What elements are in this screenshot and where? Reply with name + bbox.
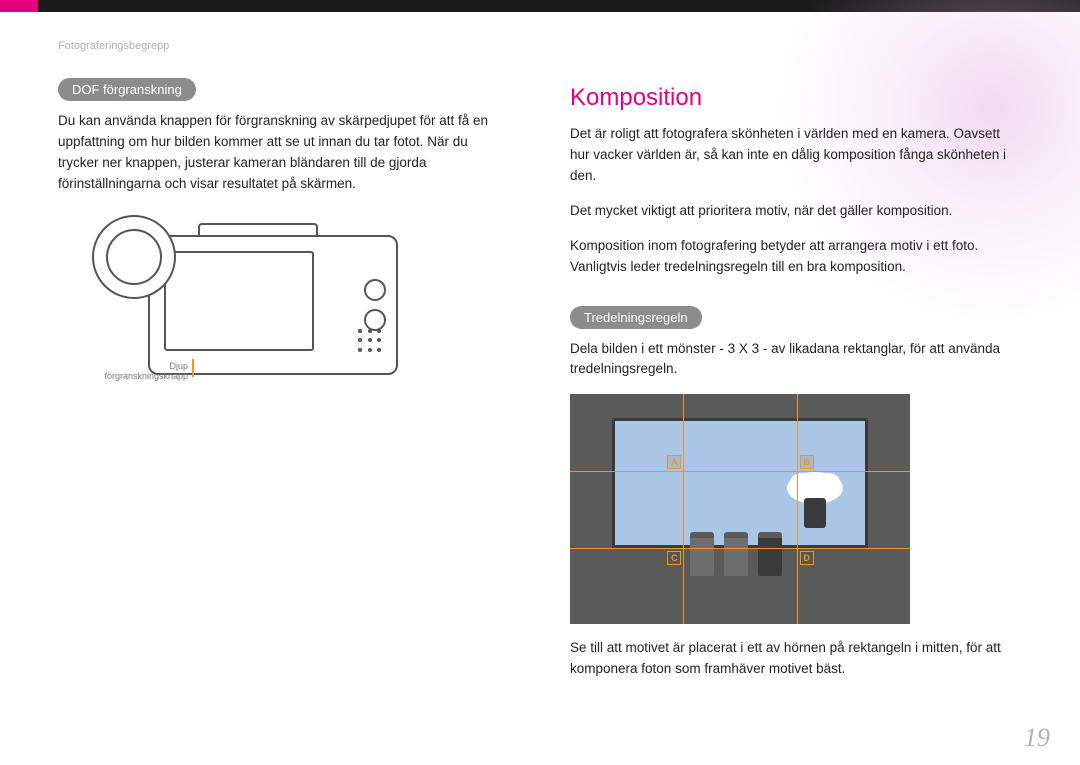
grid-label-d: D bbox=[800, 551, 814, 565]
dof-heading-pill: DOF förgranskning bbox=[58, 78, 196, 101]
dof-body-text: Du kan använda knappen för förgranskning… bbox=[58, 111, 510, 195]
camera-annotation: Djup förgranskningsknapp bbox=[96, 361, 188, 382]
right-column: Komposition Det är roligt att fotografer… bbox=[570, 78, 1022, 735]
thirds-heading-pill: Tredelningsregeln bbox=[570, 306, 702, 329]
grid-label-a: A bbox=[667, 455, 681, 469]
annotation-line1: Djup bbox=[169, 361, 188, 371]
komposition-title: Komposition bbox=[570, 84, 1022, 112]
annotation-line2: förgranskningsknapp bbox=[104, 371, 188, 381]
object-can bbox=[724, 532, 748, 576]
grid-label-c: C bbox=[667, 551, 681, 565]
page-columns: DOF förgranskning Du kan använda knappen… bbox=[58, 78, 1022, 735]
topbar bbox=[0, 0, 1080, 12]
thirds-body2: Se till att motivet är placerat i ett av… bbox=[570, 638, 1022, 680]
left-column: DOF förgranskning Du kan använda knappen… bbox=[58, 78, 510, 735]
camera-dial-lower bbox=[364, 309, 386, 331]
grid-line-v2 bbox=[797, 394, 798, 624]
grid-line-v1 bbox=[683, 394, 684, 624]
camera-dial-upper bbox=[364, 279, 386, 301]
object-can bbox=[690, 532, 714, 576]
komposition-body1: Det är roligt att fotografera skönheten … bbox=[570, 124, 1022, 187]
camera-lcd-screen bbox=[164, 251, 314, 351]
grid-line-h2 bbox=[570, 548, 910, 549]
breadcrumb: Fotograferingsbegrepp bbox=[58, 40, 169, 52]
komposition-body2: Det mycket viktigt att prioritera motiv,… bbox=[570, 201, 1022, 222]
camera-speaker-dots bbox=[358, 329, 384, 355]
grid-label-b: B bbox=[800, 455, 814, 469]
rule-of-thirds-figure: A B C D bbox=[570, 394, 910, 624]
topbar-accent bbox=[0, 0, 38, 12]
thirds-body1: Dela bilden i ett mönster - 3 X 3 - av l… bbox=[570, 339, 1022, 381]
camera-lens-inner bbox=[106, 229, 162, 285]
object-can bbox=[758, 532, 782, 576]
plant-icon bbox=[780, 464, 850, 534]
page-number: 19 bbox=[1024, 723, 1050, 753]
komposition-body3: Komposition inom fotografering betyder a… bbox=[570, 236, 1022, 278]
camera-illustration: Djup förgranskningsknapp bbox=[88, 209, 428, 389]
grid-line-h1 bbox=[570, 471, 910, 472]
annotation-leader-line bbox=[192, 359, 194, 377]
thirds-foreground-objects bbox=[690, 532, 782, 576]
